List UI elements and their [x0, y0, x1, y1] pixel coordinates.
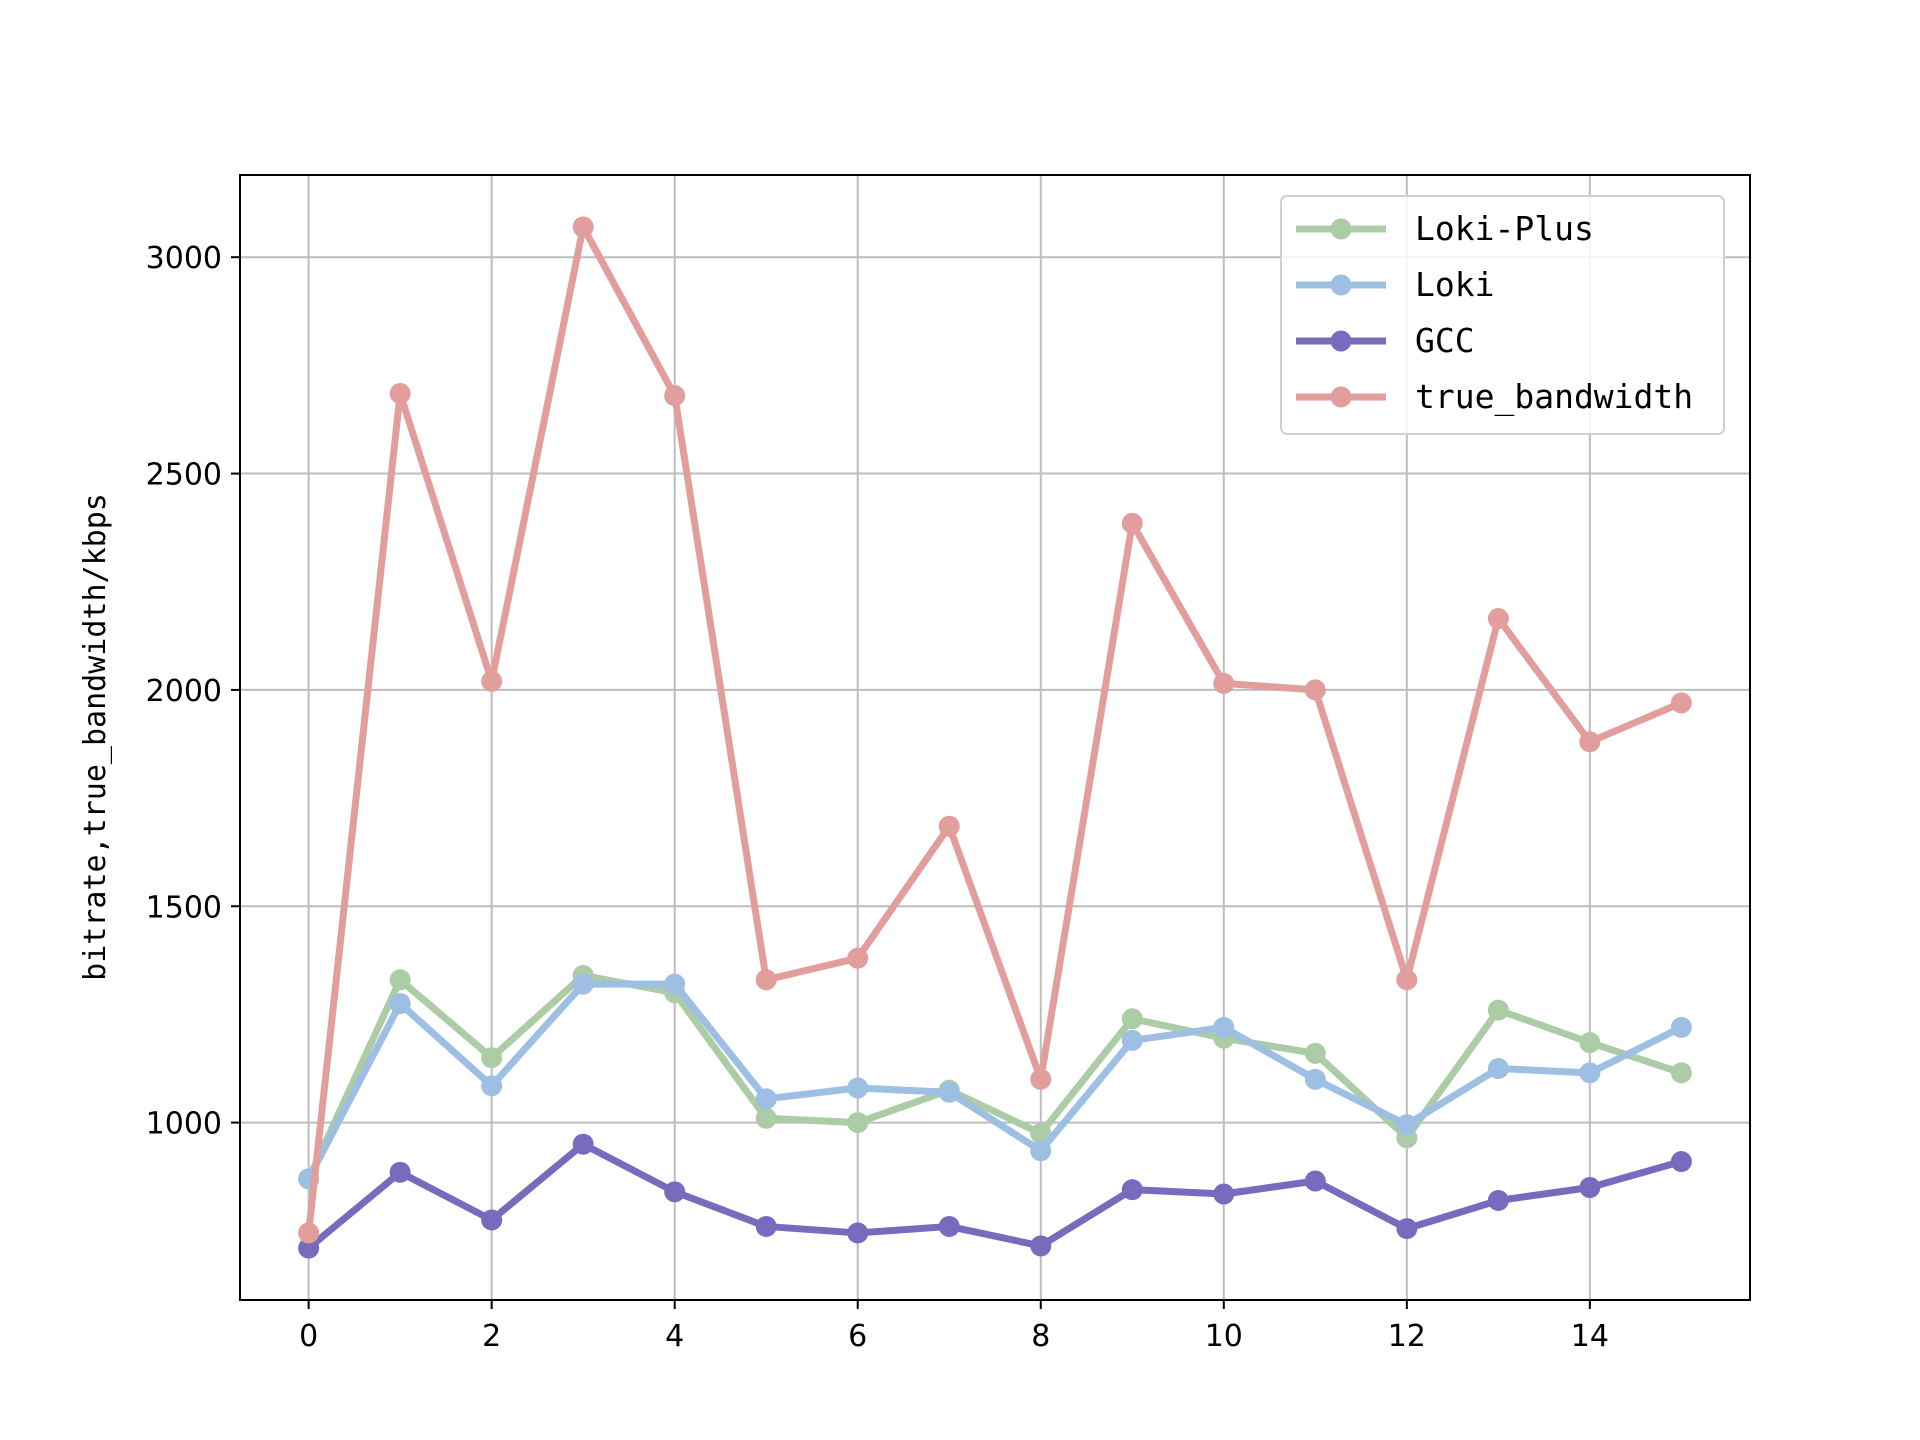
legend-item: true_bandwidth [1296, 377, 1693, 417]
legend: Loki-Plus Loki GCC true_bandwidth [1280, 195, 1725, 435]
series-line-true-bandwidth [305, 223, 1683, 1234]
series-true-bandwidth [298, 216, 1692, 1244]
data-point-true-bandwidth [298, 1222, 320, 1244]
y-tick-label: 2000 [146, 674, 222, 709]
data-point-loki-plus [1579, 1032, 1601, 1054]
legend-marker [1330, 330, 1352, 352]
y-tick-label: 2500 [146, 458, 222, 493]
data-point-loki [1579, 1062, 1601, 1084]
data-point-gcc [1579, 1177, 1601, 1198]
data-point-true-bandwidth [1396, 969, 1418, 991]
data-point-loki [572, 973, 594, 995]
data-point-loki-plus [481, 1047, 503, 1069]
y-tick-label: 3000 [146, 241, 222, 276]
data-point-true-bandwidth [572, 216, 594, 238]
data-point-gcc [1121, 1179, 1143, 1201]
series-lines [298, 216, 1692, 1259]
x-tick-label: 4 [665, 1319, 684, 1354]
data-point-gcc [298, 1237, 320, 1259]
data-point-loki-plus [755, 1107, 777, 1129]
data-point-gcc [755, 1215, 777, 1237]
data-point-true-bandwidth [755, 969, 777, 991]
series-loki [298, 973, 1692, 1190]
x-tick-label: 8 [1031, 1319, 1050, 1354]
data-point-loki [1396, 1114, 1418, 1136]
legend-item: Loki-Plus [1296, 209, 1594, 248]
data-point-true-bandwidth [847, 947, 869, 969]
data-point-gcc [938, 1215, 960, 1237]
data-point-loki-plus [1487, 999, 1509, 1021]
data-point-loki-plus [1121, 1008, 1143, 1030]
data-point-true-bandwidth [938, 815, 960, 837]
data-point-gcc [1670, 1151, 1692, 1173]
legend-label: true_bandwidth [1415, 377, 1693, 417]
data-point-loki-plus [1304, 1042, 1326, 1064]
data-point-loki-plus [1030, 1122, 1052, 1144]
data-point-loki [481, 1075, 503, 1097]
data-point-true-bandwidth [1121, 512, 1143, 534]
legend-marker [1330, 386, 1352, 408]
data-point-gcc [1487, 1189, 1509, 1211]
series-line-gcc [306, 1140, 1683, 1251]
legend-label: Loki [1415, 265, 1494, 304]
legend-marker [1330, 274, 1352, 296]
data-point-true-bandwidth [1030, 1068, 1052, 1090]
data-point-true-bandwidth [1579, 731, 1601, 753]
x-tick-label: 2 [482, 1319, 501, 1354]
data-point-gcc [1030, 1235, 1052, 1257]
data-point-true-bandwidth [664, 385, 686, 407]
data-point-true-bandwidth [1213, 672, 1235, 694]
series-gcc [298, 1133, 1692, 1259]
series-line-loki-plus [305, 971, 1683, 1181]
legend-item: GCC [1296, 321, 1475, 360]
data-point-loki [389, 993, 411, 1015]
data-point-gcc [1396, 1218, 1418, 1240]
plot-frame [239, 174, 1751, 1301]
data-point-true-bandwidth [1487, 608, 1509, 630]
x-tick-label: 0 [299, 1319, 318, 1354]
data-point-gcc [847, 1222, 869, 1244]
legend-marker [1330, 218, 1352, 240]
data-point-true-bandwidth [1670, 692, 1692, 714]
data-point-true-bandwidth [481, 670, 503, 692]
data-point-loki-plus [1670, 1062, 1692, 1084]
data-point-loki [664, 973, 686, 995]
data-point-loki [1487, 1058, 1509, 1080]
data-point-gcc [664, 1181, 686, 1203]
x-tick-label: 14 [1571, 1319, 1609, 1354]
y-tick-label: 1000 [146, 1107, 222, 1142]
data-point-loki [847, 1077, 869, 1099]
y-tick-label: 1500 [146, 890, 222, 925]
data-point-true-bandwidth [1304, 679, 1326, 701]
data-point-gcc [389, 1161, 411, 1183]
x-tick-label: 12 [1388, 1319, 1426, 1354]
legend-label: GCC [1415, 321, 1475, 360]
data-point-gcc [1213, 1183, 1235, 1205]
series-loki-plus [298, 964, 1692, 1190]
series-line-loki [305, 980, 1683, 1181]
x-tick-label: 6 [848, 1319, 867, 1354]
data-point-true-bandwidth [389, 383, 411, 405]
data-point-gcc [572, 1133, 594, 1155]
data-point-loki [1304, 1068, 1326, 1090]
y-axis-label: bitrate,true_bandwidth/kbps [78, 493, 113, 981]
legend-box [1280, 195, 1725, 435]
data-point-gcc [1304, 1170, 1326, 1192]
legend-item: Loki [1296, 265, 1494, 304]
data-point-loki [1670, 1016, 1692, 1038]
data-point-loki [1121, 1029, 1143, 1051]
data-point-loki-plus [389, 969, 411, 991]
axis-ticks: 0 2 4 6 8 10 12 14 1000 1500 2000 2500 3000 [146, 241, 1609, 1354]
data-point-gcc [481, 1209, 503, 1231]
data-point-loki [755, 1088, 777, 1110]
data-point-loki-plus [847, 1112, 869, 1134]
data-point-loki [938, 1081, 960, 1103]
data-point-loki [1030, 1140, 1052, 1162]
x-tick-label: 10 [1205, 1319, 1243, 1354]
legend-label: Loki-Plus [1415, 209, 1594, 248]
data-point-loki [1213, 1016, 1235, 1038]
